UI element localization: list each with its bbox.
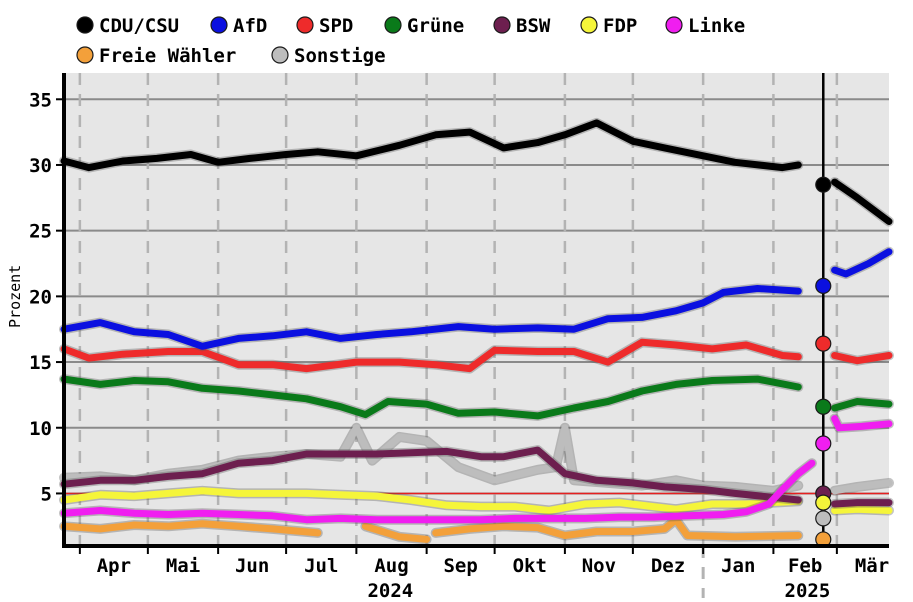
result-dot-fdp xyxy=(815,494,832,511)
month-label-Okt: Okt xyxy=(513,555,547,577)
series-line-cdu-csu-1 xyxy=(60,119,802,172)
y-tick-label-35: 35 xyxy=(29,89,52,111)
month-label-Jul: Jul xyxy=(304,555,338,577)
y-tick-label-15: 15 xyxy=(29,352,52,374)
legend-marker-afd xyxy=(210,16,228,34)
legend-label-freie-w-hler: Freie Wähler xyxy=(99,45,236,67)
legend-marker-freie-w-hler xyxy=(76,46,94,64)
series-line-spd-1 xyxy=(60,338,802,373)
series-line-linke-1 xyxy=(60,459,816,524)
y-tick-label-20: 20 xyxy=(29,286,52,308)
legend-marker-fdp xyxy=(580,16,598,34)
month-label-Sep: Sep xyxy=(443,555,477,577)
month-label-Mai: Mai xyxy=(166,555,200,577)
legend-label-cdu-csu: CDU/CSU xyxy=(99,15,179,37)
legend-label-linke: Linke xyxy=(688,15,745,37)
month-label-Dez: Dez xyxy=(651,555,685,577)
series-line-gr-ne-2 xyxy=(831,398,893,412)
series-line-spd-2 xyxy=(831,352,893,365)
series-line-linke-2 xyxy=(831,415,893,432)
month-label-Apr: Apr xyxy=(97,555,131,577)
legend-label-sonstige: Sonstige xyxy=(294,45,386,67)
year-label-2025: 2025 xyxy=(785,580,831,602)
series-line-afd-2 xyxy=(831,248,893,278)
legend-label-gr-ne: Grüne xyxy=(407,15,464,37)
month-label-Jun: Jun xyxy=(235,555,269,577)
series-line-bsw-1 xyxy=(60,446,802,504)
series-line-gr-ne-1 xyxy=(60,375,802,420)
series-line-freie-w-hler-1 xyxy=(60,520,322,537)
result-dot-gr-ne xyxy=(815,398,832,415)
result-dot-sonstige xyxy=(815,510,832,527)
y-tick-label-25: 25 xyxy=(29,221,52,243)
series-line-bsw-2 xyxy=(831,499,893,508)
legend-label-afd: AfD xyxy=(233,15,267,37)
series-line-freie-w-hler-3 xyxy=(432,516,802,541)
legend-label-bsw: BSW xyxy=(516,15,551,37)
legend-label-fdp: FDP xyxy=(603,15,637,37)
series-line-sonstige-2 xyxy=(831,479,893,495)
result-dot-spd xyxy=(815,335,832,352)
legend-marker-bsw xyxy=(493,16,511,34)
legend-label-spd: SPD xyxy=(319,15,353,37)
legend-marker-gr-ne xyxy=(384,16,402,34)
y-tick-label-30: 30 xyxy=(29,155,52,177)
legend-marker-spd xyxy=(296,16,314,34)
month-label-Aug: Aug xyxy=(374,555,408,577)
legend-marker-linke xyxy=(665,16,683,34)
result-dot-linke xyxy=(815,435,832,452)
year-label-2024: 2024 xyxy=(367,580,413,602)
legend-marker-cdu-csu xyxy=(76,16,94,34)
result-dot-afd xyxy=(815,277,832,294)
month-label-Mär: Mär xyxy=(855,555,889,577)
month-label-Jan: Jan xyxy=(721,555,755,577)
month-label-Feb: Feb xyxy=(788,555,822,577)
series-line-fdp-1 xyxy=(60,487,802,514)
result-dot-cdu-csu xyxy=(815,176,832,193)
series-line-freie-w-hler-2 xyxy=(361,522,431,543)
y-tick-label-5: 5 xyxy=(41,483,52,505)
month-label-Nov: Nov xyxy=(582,555,616,577)
legend-marker-sonstige xyxy=(271,46,289,64)
series-line-afd-1 xyxy=(60,285,802,350)
series-line-cdu-csu-2 xyxy=(831,178,893,225)
series-line-fdp-2 xyxy=(831,505,893,514)
y-tick-label-10: 10 xyxy=(29,418,52,440)
y-axis-title: Prozent xyxy=(6,265,24,328)
